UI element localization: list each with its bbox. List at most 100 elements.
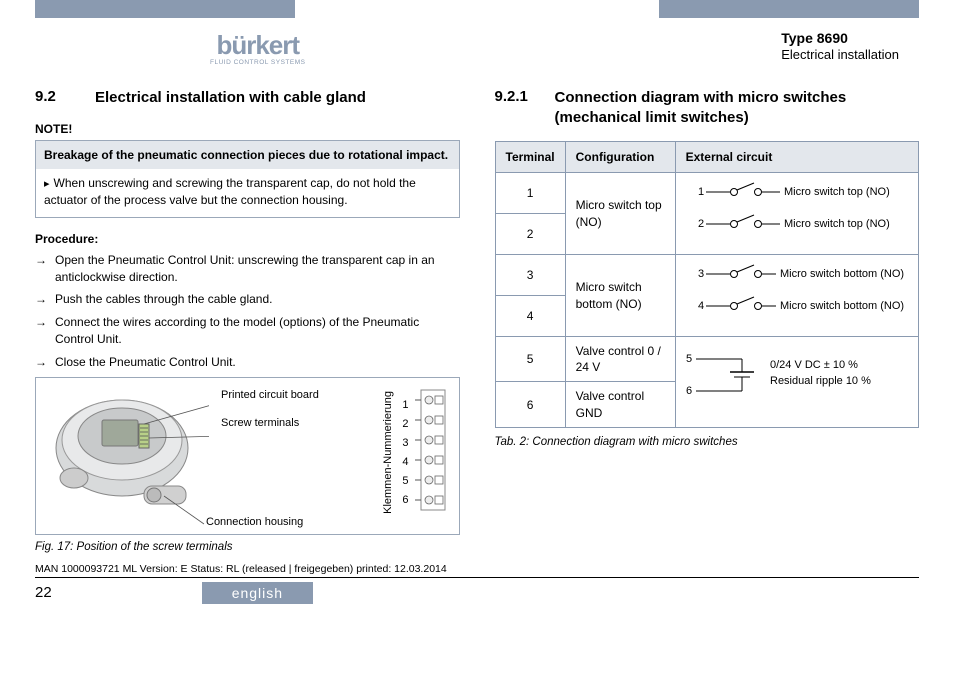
circuit-switch-icon: 3 Micro switch bottom (NO) 4 [682,259,912,329]
arrow-icon: → [35,252,47,286]
proc-text: Push the cables through the cable gland. [55,291,273,308]
right-column: 9.2.1 Connection diagram with micro swit… [495,88,920,553]
note-label: NOTE! [35,122,460,136]
header-bars [35,0,919,18]
note-body: ▸When unscrewing and screwing the transp… [36,169,459,217]
section-head-right: 9.2.1 Connection diagram with micro swit… [495,88,920,127]
page: bürkert FLUID CONTROL SYSTEMS Type 8690 … [0,0,954,604]
proc-text: Close the Pneumatic Control Unit. [55,354,236,371]
cell-terminal: 4 [495,296,565,337]
klemmen-label: Klemmen-Nummerierung [382,391,394,514]
sec-title: Electrical installation with cable gland [95,88,366,108]
table-row: 5 Valve control 0 / 24 V 5 6 [495,337,919,382]
header-bar-right [659,0,919,18]
svg-text:6: 6 [686,385,692,397]
device-svg [44,386,209,531]
logo-sub: FLUID CONTROL SYSTEMS [210,59,306,66]
proc-item: →Open the Pneumatic Control Unit: unscre… [35,252,460,286]
svg-text:3: 3 [698,268,704,280]
terminal-stack: 1 2 3 4 5 6 [402,388,448,518]
note-arrow-icon: ▸ [44,178,50,190]
sec-num: 9.2 [35,88,73,108]
language-pill: english [202,582,313,604]
cell-terminal: 2 [495,214,565,255]
ext-label: Micro switch bottom (NO) [780,300,904,312]
ext-label: Micro switch top (NO) [784,186,890,198]
ext-label: Micro switch top (NO) [784,218,890,230]
cell-config: Valve control 0 / 24 V [565,337,675,382]
svg-text:1: 1 [698,186,704,198]
proc-text: Open the Pneumatic Control Unit: unscrew… [55,252,460,286]
sec-num: 9.2.1 [495,88,533,127]
cell-config: Micro switch top (NO) [565,173,675,255]
ext-label: Micro switch bottom (NO) [780,268,904,280]
logo: bürkert FLUID CONTROL SYSTEMS [210,30,306,66]
th-external: External circuit [675,142,918,173]
doc-head: Type 8690 Electrical installation [781,30,899,62]
arrow-icon: → [35,314,47,348]
ext-label: 0/24 V DC ± 10 % [770,359,858,371]
fig-label-screw: Screw terminals [221,416,319,430]
sec-title: Connection diagram with micro switches (… [555,88,920,127]
fig-label-conn: Connection housing [206,516,303,528]
term-num: 6 [402,494,408,506]
procedure-label: Procedure: [35,232,460,246]
connection-table: Terminal Configuration External circuit … [495,141,920,428]
table-header-row: Terminal Configuration External circuit [495,142,919,173]
circuit-switch-icon: 1 Micro switch top (NO) 2 [682,177,902,247]
footer-meta: MAN 1000093721 ML Version: E Status: RL … [35,563,919,578]
klemmen-block: Klemmen-Nummerierung 1 2 3 4 5 6 [382,388,448,518]
note-strong: Breakage of the pneumatic connection pie… [36,141,459,169]
note-box: Breakage of the pneumatic connection pie… [35,140,460,218]
fig-label-pcb: Printed circuit board [221,388,319,402]
cell-config: Micro switch bottom (NO) [565,255,675,337]
svg-text:4: 4 [698,300,704,312]
header-row: bürkert FLUID CONTROL SYSTEMS Type 8690 … [35,30,919,66]
cell-terminal: 6 [495,382,565,427]
footer-bar: 22 english [35,582,919,604]
doc-sub: Electrical installation [781,47,899,62]
term-num: 1 [402,399,408,411]
term-num: 3 [402,437,408,449]
figure-labels: Printed circuit board Screw terminals [221,388,319,445]
term-num: 5 [402,475,408,487]
doc-type: Type 8690 [781,30,899,46]
left-column: 9.2 Electrical installation with cable g… [35,88,460,553]
note-body-text: When unscrewing and screwing the transpa… [44,176,416,207]
ext-label: Residual ripple 10 % [770,375,871,387]
proc-item: →Connect the wires according to the mode… [35,314,460,348]
circuit-power-icon: 5 6 0/24 V DC ± 10 % Residual rip [682,344,912,416]
table-row: 3 Micro switch bottom (NO) 3 Micro switc… [495,255,919,296]
term-num: 2 [402,418,408,430]
figure-box: Printed circuit board Screw terminals Co… [35,377,460,535]
columns: 9.2 Electrical installation with cable g… [35,88,919,553]
terminal-strip-icon [415,388,449,518]
proc-item: → Close the Pneumatic Control Unit. [35,354,460,371]
cell-terminal: 3 [495,255,565,296]
th-terminal: Terminal [495,142,565,173]
page-number: 22 [35,584,52,601]
table-caption: Tab. 2: Connection diagram with micro sw… [495,436,920,448]
proc-item: → Push the cables through the cable gland… [35,291,460,308]
arrow-icon: → [35,354,47,371]
table-row: 1 Micro switch top (NO) 1 Micro switch t… [495,173,919,214]
svg-text:5: 5 [686,353,692,365]
device-illustration [36,378,216,534]
procedure-list: →Open the Pneumatic Control Unit: unscre… [35,252,460,371]
cell-terminal: 1 [495,173,565,214]
cell-external: 3 Micro switch bottom (NO) 4 [675,255,918,337]
figure-caption: Fig. 17: Position of the screw terminals [35,541,460,553]
cell-external: 5 6 0/24 V DC ± 10 % Residual rip [675,337,918,428]
section-head-left: 9.2 Electrical installation with cable g… [35,88,460,108]
th-config: Configuration [565,142,675,173]
cell-config: Valve control GND [565,382,675,427]
arrow-icon: → [35,291,47,308]
logo-brand: bürkert [216,30,299,61]
cell-terminal: 5 [495,337,565,382]
header-bar-left [35,0,295,18]
svg-text:2: 2 [698,218,704,230]
term-num: 4 [402,456,408,468]
proc-text: Connect the wires according to the model… [55,314,460,348]
cell-external: 1 Micro switch top (NO) 2 [675,173,918,255]
terminal-numbers: 1 2 3 4 5 6 [402,399,408,506]
